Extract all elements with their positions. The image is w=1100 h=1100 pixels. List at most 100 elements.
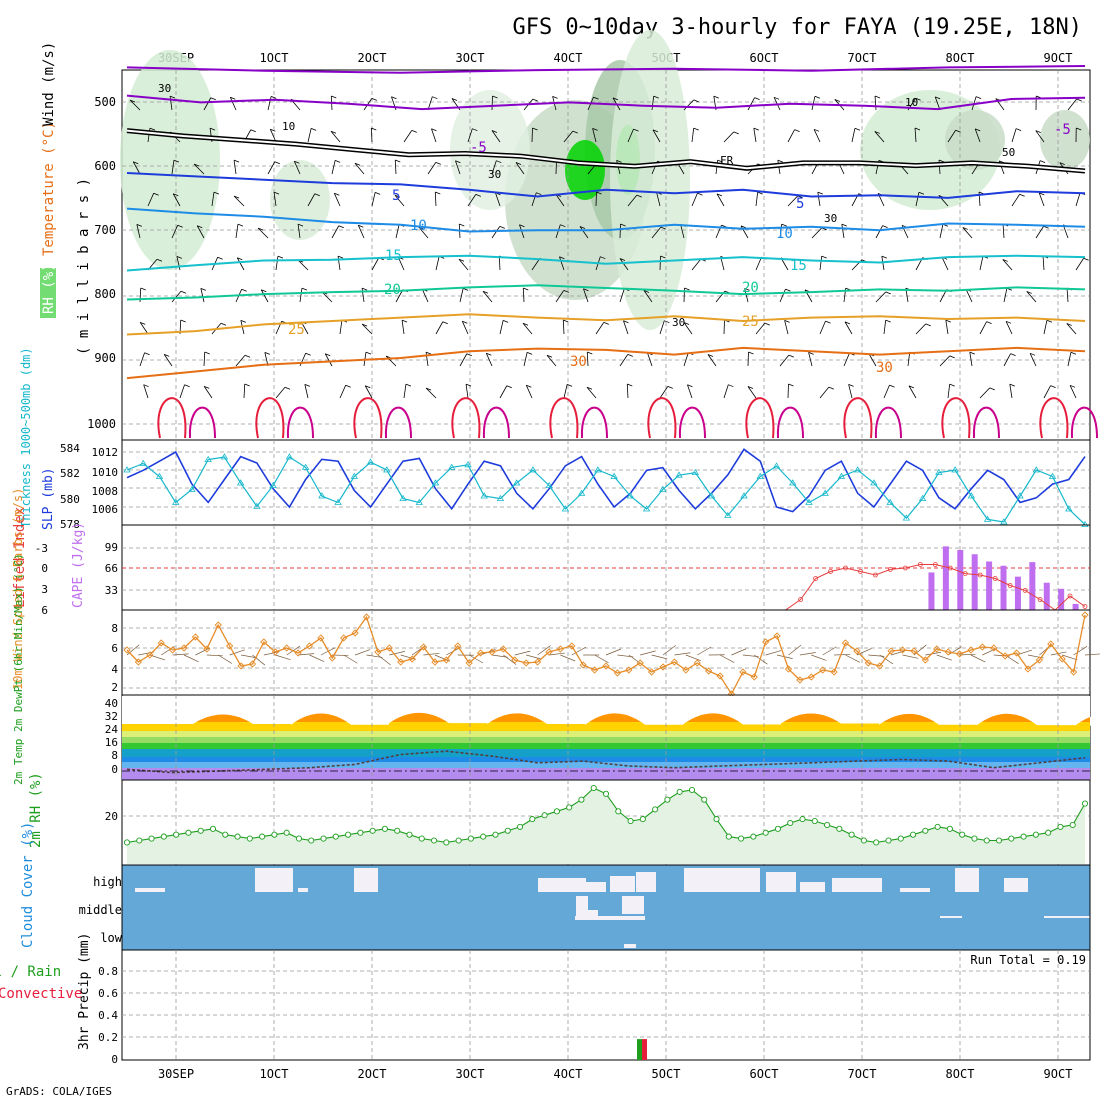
lifted-index-marker <box>1082 604 1088 609</box>
thickness-tick: 584 <box>60 442 80 455</box>
isotherm-line <box>126 94 1086 111</box>
cloud-clear-block <box>800 882 825 892</box>
wind-barb <box>947 130 956 143</box>
wind-barb <box>747 97 755 111</box>
wind10m-marker <box>511 656 519 664</box>
wind10m-marker <box>682 666 690 674</box>
wind10m-barb <box>491 654 508 658</box>
rh2m-marker <box>455 837 462 844</box>
wind-barb-flag <box>1035 130 1041 134</box>
wind-barb-flag <box>728 384 734 388</box>
wind-barb <box>1003 353 1011 367</box>
wind10m-marker <box>602 662 610 670</box>
wind-barb <box>626 383 629 399</box>
wind10m-marker <box>271 648 279 656</box>
wind10m-barb <box>651 654 668 660</box>
wind-barb <box>787 195 799 207</box>
precip-grid <box>122 950 1090 1060</box>
wind-barb-flag <box>935 96 941 100</box>
wind-barb <box>939 224 944 239</box>
lifted-index-marker <box>1007 583 1013 588</box>
wind-barb <box>941 257 949 271</box>
bottom-date-label: 4OCT <box>554 1067 583 1081</box>
wind10m-tick: 2 <box>111 681 118 694</box>
wind-barb-flag <box>496 160 502 164</box>
lifted-index-marker <box>828 569 833 574</box>
thickness-marker <box>642 505 651 512</box>
wind-barb <box>652 129 661 143</box>
isotherm-line <box>972 406 1000 439</box>
rh2m-marker <box>492 831 499 838</box>
ylabel-rh: RH (%) <box>41 263 57 314</box>
wind-barb-flag <box>938 159 945 163</box>
precip-panel: Run Total = 0.19 0.8 0.6 0.4 0.2 0 Total… <box>0 933 1091 1066</box>
isotherm-line <box>126 284 1086 301</box>
wind-barb-flag <box>627 383 633 387</box>
li-tick: 0 <box>41 562 48 575</box>
wind-barb <box>339 320 343 335</box>
wind-barb-flag <box>465 383 472 387</box>
cape-bar <box>986 561 993 610</box>
wind-barb <box>235 224 239 239</box>
isotherm-label: 5 <box>392 188 400 204</box>
wind-barb-flag <box>915 97 921 101</box>
rh-contour-label: 10 <box>282 120 295 133</box>
wind-barb <box>179 384 185 399</box>
wind-barb-flag <box>506 385 512 389</box>
isotherm-line <box>188 406 216 439</box>
wind-barb-flag <box>1009 383 1015 387</box>
wind-barb <box>659 386 669 399</box>
wind10m-marker <box>853 647 861 655</box>
wind-barb <box>874 131 885 143</box>
wind-barb-flag <box>667 386 673 389</box>
wind-barb <box>915 192 920 207</box>
wind-barb-flag <box>616 160 622 163</box>
wind-barb-flag <box>1029 352 1036 356</box>
cloud-clear-block <box>766 872 796 892</box>
rh-contour-label: 50 <box>1002 146 1015 159</box>
wind-barb <box>299 288 303 303</box>
wind-barb-flag <box>451 98 458 101</box>
wind-barb <box>687 384 693 399</box>
cape-tick: 66 <box>105 562 118 575</box>
wind-barb <box>1011 128 1017 143</box>
wind-barb <box>656 192 661 207</box>
rh2m-marker <box>320 835 327 842</box>
wind-barb-flag <box>532 98 538 102</box>
isotherm-line <box>126 129 1086 172</box>
lifted-index-marker <box>947 565 953 571</box>
thickness-tick: 582 <box>60 467 80 480</box>
rh2m-marker <box>394 827 401 834</box>
dewpoint-line <box>122 750 1090 774</box>
precip-label-conv: Convective <box>0 986 82 1002</box>
wind-barb-flag <box>1066 323 1072 326</box>
wind-barb <box>431 128 437 143</box>
isotherm-line <box>126 65 1086 74</box>
pressure-tick: 700 <box>94 223 116 237</box>
wind-barb-flag <box>358 224 364 228</box>
li-tick: -3 <box>35 542 48 555</box>
wind-barb-flag <box>455 160 461 164</box>
isotherm-line <box>451 397 481 439</box>
wind-barb-flag <box>204 386 210 389</box>
wind-barb-flag <box>1069 384 1076 388</box>
thickness-marker <box>886 498 894 505</box>
rh2m-marker <box>431 837 438 844</box>
wind10m-marker <box>819 666 827 674</box>
bottom-time-axis: 30SEP 1OCT 2OCT 3OCT 4OCT 5OCT 6OCT 7OCT… <box>158 1067 1073 1081</box>
isotherm-line <box>482 406 510 439</box>
rh2m-marker <box>541 812 548 819</box>
cloud-ylabel: Cloud Cover (%) <box>20 822 36 948</box>
wind10m-marker <box>933 645 941 653</box>
wind-barb <box>563 130 574 143</box>
wind-barb <box>435 256 440 271</box>
wind-barb-flag <box>442 321 448 325</box>
wind-barb-flag <box>277 255 284 259</box>
wind-barb-flag <box>301 287 308 291</box>
wind-barb-flag <box>817 191 823 195</box>
thickness-marker <box>285 453 294 460</box>
wind-barb <box>619 354 629 367</box>
wind-barb-flag <box>583 288 589 292</box>
wind-barb <box>394 159 397 175</box>
wind-barb-flag <box>559 256 565 260</box>
